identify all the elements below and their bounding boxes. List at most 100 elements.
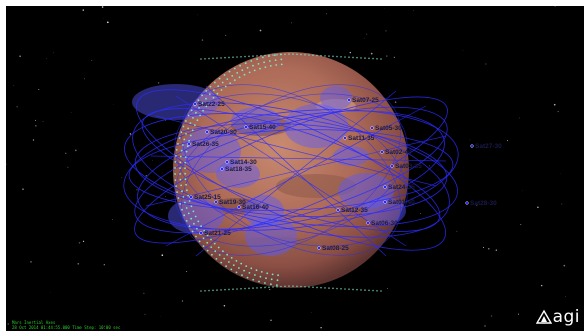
grid-point: [256, 58, 258, 60]
orbit-track: [175, 95, 407, 247]
grid-point: [193, 222, 195, 225]
star: [42, 121, 44, 122]
grid-point: [179, 178, 182, 181]
satellite-marker[interactable]: [193, 102, 197, 106]
satellite-marker[interactable]: [237, 205, 241, 209]
satellite-sat14-30[interactable]: Sat14-30: [225, 159, 258, 166]
grid-point: [206, 241, 209, 244]
grid-point: [324, 287, 326, 289]
satellite-marker[interactable]: [465, 201, 469, 205]
satellite-sat19-30[interactable]: Sat19-30: [214, 199, 247, 206]
3d-viewport[interactable]: Sat07-25 Sat22-25 Sat05-30 Sat15-40 Sat20-30…: [6, 6, 584, 331]
satellite-marker[interactable]: [205, 130, 209, 134]
satellite-sat18-35[interactable]: Sat18-35: [220, 166, 253, 173]
grid-point: [364, 289, 366, 291]
star: [46, 58, 48, 59]
satellite-sat22-25[interactable]: Sat22-25: [193, 101, 226, 108]
satellite-marker[interactable]: [366, 221, 370, 225]
grid-point: [174, 173, 177, 175]
satellite-sat16-40[interactable]: Sat16-40: [237, 204, 270, 211]
grid-point: [187, 127, 190, 130]
grid-point: [229, 82, 232, 85]
satellite-sat02-40[interactable]: Sat02-40: [380, 149, 413, 156]
star: [165, 196, 166, 197]
grid-point: [174, 167, 176, 169]
satellite-sat21-25[interactable]: Sat21-25: [199, 230, 232, 237]
satellite-sat28-30[interactable]: Sat28-30: [465, 200, 498, 207]
star: [363, 38, 365, 39]
satellite-marker[interactable]: [225, 160, 229, 164]
grid-point: [284, 285, 286, 288]
satellite-sat01-40[interactable]: Sat01-40: [383, 199, 416, 206]
satellite-marker[interactable]: [390, 164, 394, 168]
grid-point: [236, 72, 239, 74]
satellite-sat12-35[interactable]: Sat12-35: [336, 207, 369, 214]
grid-point: [328, 55, 330, 57]
hud-overlay: Mars Inertial Axes 28 Oct 2014 01:44:55.…: [12, 320, 120, 330]
satellite-sat25-15[interactable]: Sat25-15: [189, 194, 222, 201]
grid-point: [222, 250, 224, 253]
satellite-marker[interactable]: [383, 200, 387, 204]
satellite-sat03-35[interactable]: Sat03-35: [390, 163, 423, 170]
grid-point: [181, 190, 183, 193]
satellite-label: Sat06-30: [371, 220, 398, 227]
grid-point: [208, 289, 210, 292]
agi-logo: agi: [535, 307, 580, 327]
satellite-sat11-35[interactable]: Sat11-35: [343, 135, 375, 142]
grid-point: [177, 197, 180, 200]
grid-point: [241, 274, 243, 276]
agi-logo-text: agi: [552, 307, 580, 327]
star: [259, 29, 262, 32]
grid-point: [226, 253, 229, 256]
grid-point: [190, 217, 193, 220]
satellite-marker[interactable]: [199, 231, 203, 235]
grid-point: [372, 57, 374, 60]
satellite-label: Sat01-40: [388, 199, 415, 206]
satellite-marker[interactable]: [336, 208, 340, 212]
satellite-marker[interactable]: [244, 125, 248, 129]
grid-point: [221, 81, 224, 84]
satellite-marker[interactable]: [187, 142, 191, 146]
satellite-sat05-30[interactable]: Sat05-30: [370, 125, 403, 132]
satellite-marker[interactable]: [470, 144, 474, 148]
grid-point: [175, 155, 177, 157]
satellite-label: Sat19-30: [219, 199, 246, 206]
star: [77, 262, 80, 265]
satellite-sat08-25[interactable]: Sat08-25: [317, 245, 350, 252]
orbit-track: [181, 84, 401, 256]
satellite-marker[interactable]: [317, 246, 321, 250]
satellite-marker[interactable]: [383, 185, 387, 189]
satellite-marker[interactable]: [370, 126, 374, 130]
star: [101, 6, 104, 8]
grid-point: [244, 55, 246, 58]
star: [64, 152, 67, 155]
satellite-marker[interactable]: [343, 136, 347, 140]
grid-point: [216, 57, 218, 59]
grid-point: [332, 55, 334, 58]
grid-point: [280, 285, 282, 288]
satellite-sat20-30[interactable]: Sat20-30: [205, 129, 238, 136]
grid-point: [340, 287, 342, 290]
satellite-marker[interactable]: [220, 167, 224, 171]
satellite-sat15-40[interactable]: Sat15-40: [244, 124, 277, 131]
star: [557, 111, 559, 113]
satellite-sat26-35[interactable]: Sat26-35: [187, 141, 220, 148]
satellite-marker[interactable]: [380, 150, 384, 154]
grid-point: [246, 66, 249, 69]
grid-point: [211, 253, 213, 256]
satellite-sat07-25[interactable]: Sat07-25: [347, 97, 380, 104]
grid-point: [216, 92, 219, 95]
grid-point: [243, 73, 246, 76]
satellite-marker[interactable]: [347, 98, 351, 102]
grid-point: [240, 262, 243, 265]
satellite-sat27-30[interactable]: Sat27-30: [470, 143, 503, 150]
grid-point: [256, 55, 258, 57]
grid-point: [197, 99, 200, 102]
satellite-marker[interactable]: [189, 195, 193, 199]
grid-point: [270, 283, 272, 286]
grid-point: [194, 215, 197, 218]
satellite-marker[interactable]: [214, 200, 218, 204]
satellite-sat24-35[interactable]: Sat24-35: [383, 184, 416, 191]
satellite-sat06-30[interactable]: Sat06-30: [366, 220, 399, 227]
scene-canvas[interactable]: Sat07-25 Sat22-25 Sat05-30 Sat15-40 Sat20-30…: [6, 6, 584, 331]
